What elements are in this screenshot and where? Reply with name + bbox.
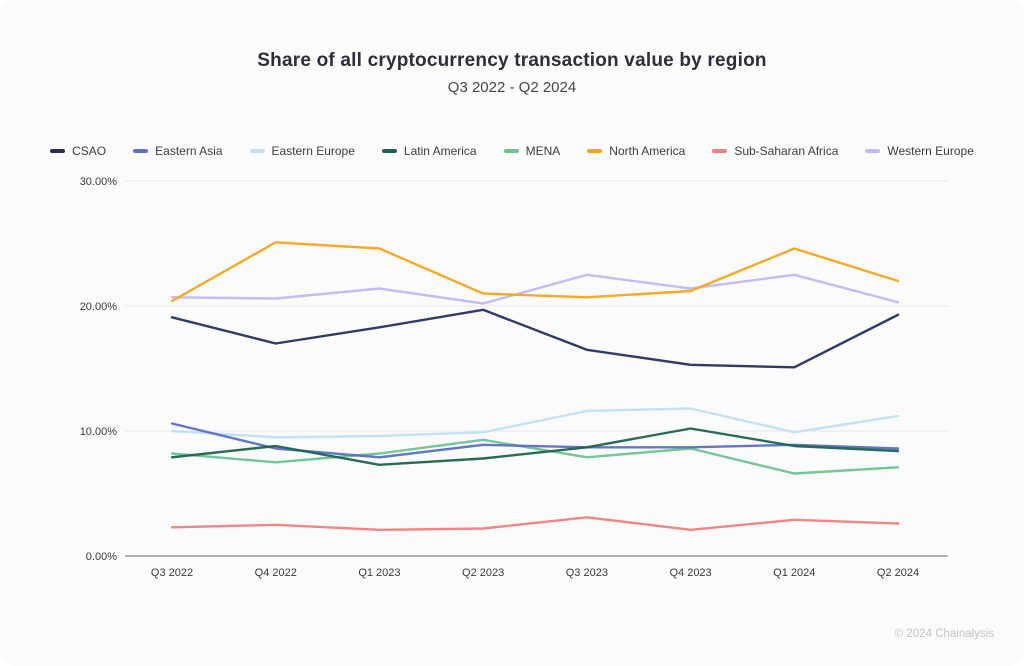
legend-item-sub-saharan-africa[interactable]: Sub-Saharan Africa (712, 144, 838, 158)
series-line-eastern-europe (170, 407, 900, 439)
series-line-north-america (170, 241, 900, 303)
legend-label: Eastern Europe (271, 144, 355, 158)
x-axis-tick-label: Q4 2023 (669, 567, 711, 579)
legend-item-csao[interactable]: CSAO (50, 144, 106, 158)
series-line-sub-saharan-africa (170, 516, 900, 531)
legend-swatch-icon (712, 149, 728, 153)
legend-label: Western Europe (887, 144, 974, 158)
legend-swatch-icon (587, 149, 603, 153)
chart-title: Share of all cryptocurrency transaction … (257, 50, 767, 71)
x-axis-tick-label: Q2 2023 (462, 567, 504, 579)
y-axis-tick-label: 30.00% (80, 176, 118, 188)
legend-label: Eastern Asia (155, 144, 223, 158)
legend-item-latin-america[interactable]: Latin America (381, 144, 477, 158)
legend-swatch-icon (865, 149, 881, 153)
legend-label: Latin America (403, 144, 477, 158)
legend: CSAO Eastern Asia Eastern Europe Latin Amer… (0, 144, 1024, 158)
legend-label: MENA (525, 144, 561, 158)
series-line-csao (170, 308, 900, 369)
copyright-credit: © 2024 Chainalysis (894, 628, 994, 640)
series-line-mena (170, 438, 900, 475)
y-axis-tick-label: 20.00% (80, 301, 118, 313)
legend-label: Sub-Saharan Africa (734, 144, 839, 158)
y-axis-tick-label: 0.00% (86, 551, 117, 563)
x-axis-tick-label: Q1 2023 (358, 567, 400, 579)
y-axis-tick-label: 10.00% (80, 426, 118, 438)
chart-subtitle: Q3 2022 - Q2 2024 (447, 79, 577, 96)
legend-item-mena[interactable]: MENA (503, 144, 561, 158)
legend-swatch-icon (503, 149, 519, 153)
legend-item-eastern-asia[interactable]: Eastern Asia (133, 144, 223, 158)
legend-label: CSAO (72, 144, 107, 158)
x-axis-tick-label: Q4 2022 (255, 567, 297, 579)
legend-item-eastern-europe[interactable]: Eastern Europe (249, 144, 355, 158)
series-line-latin-america (170, 427, 900, 466)
x-axis-tick-label: Q2 2024 (877, 567, 919, 579)
legend-swatch-icon (133, 149, 149, 153)
x-axis-tick-label: Q3 2022 (151, 567, 193, 579)
legend-label: North America (609, 144, 686, 158)
series-line-western-europe (170, 273, 900, 305)
legend-swatch-icon (249, 149, 265, 153)
legend-item-western-europe[interactable]: Western Europe (865, 144, 974, 158)
legend-item-north-america[interactable]: North America (587, 144, 685, 158)
x-axis-tick-label: Q1 2024 (773, 567, 815, 579)
legend-swatch-icon (50, 149, 66, 153)
x-axis-tick-label: Q3 2023 (566, 567, 608, 579)
legend-swatch-icon (381, 149, 397, 153)
